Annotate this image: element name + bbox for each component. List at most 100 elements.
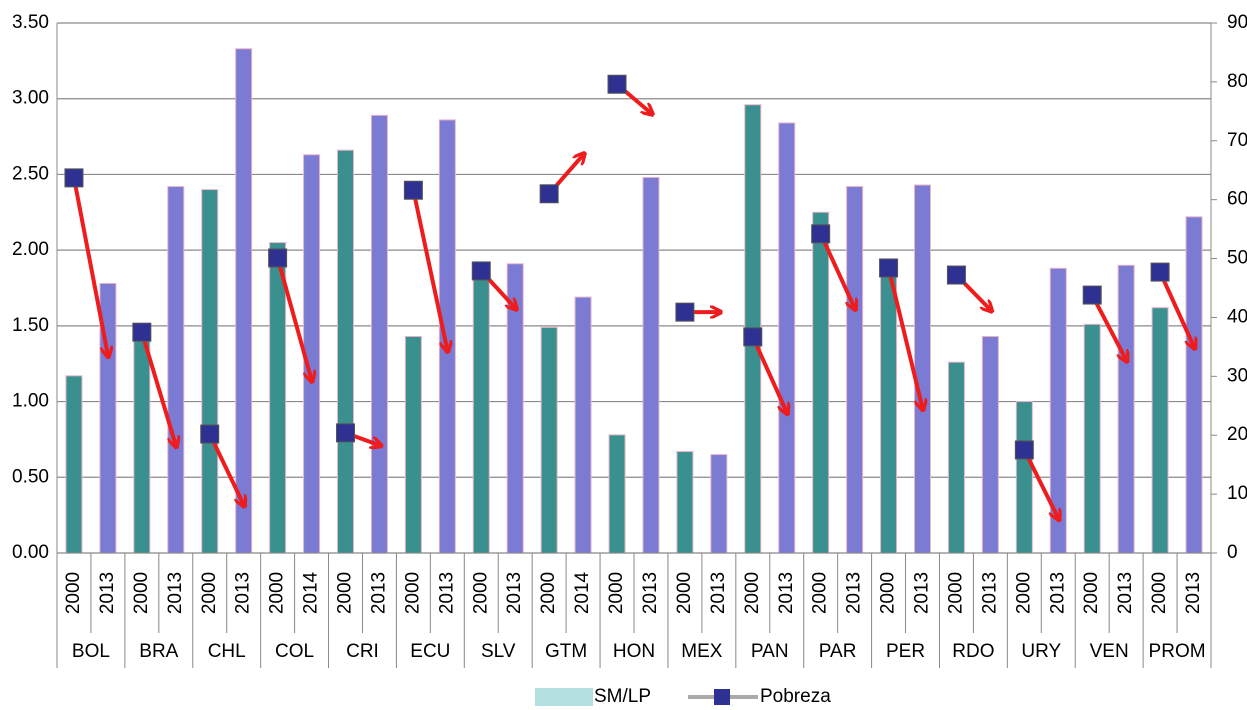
x-tick-label: 2000 <box>538 572 559 614</box>
poverty-marker <box>336 423 355 443</box>
group-label: URY <box>1021 641 1061 662</box>
bar <box>1015 401 1033 554</box>
x-tick-label: 2000 <box>199 572 220 614</box>
y-tick-label: 3.50 <box>12 12 49 33</box>
bar <box>438 119 456 554</box>
x-tick-label: 2000 <box>470 572 491 614</box>
bar <box>201 189 219 554</box>
x-tick-label: 2000 <box>63 572 84 614</box>
poverty-marker <box>1082 285 1102 305</box>
group-label: PER <box>886 641 925 662</box>
x-tick-label: 2000 <box>810 572 831 614</box>
x-tick-label: 2000 <box>742 572 763 614</box>
poverty-marker <box>743 327 763 347</box>
x-tick-label: 2000 <box>606 572 627 614</box>
poverty-marker <box>1150 262 1170 282</box>
bar <box>472 272 490 554</box>
poverty-marker <box>607 74 627 94</box>
bar <box>812 211 830 554</box>
x-tick-label: 2013 <box>1183 572 1204 614</box>
x-tick-label: 2013 <box>1047 572 1068 614</box>
x-tick-label: 2014 <box>301 571 322 614</box>
x-tick-label: 2000 <box>335 572 356 614</box>
y2-tick-label: 30 <box>1227 365 1247 386</box>
bar <box>1185 216 1203 554</box>
legend-swatch <box>535 688 593 706</box>
y-tick-label: 2.50 <box>12 163 49 184</box>
group-label: MEX <box>681 641 723 662</box>
x-tick-label: 2013 <box>165 572 186 614</box>
poverty-change-arrow <box>1022 449 1058 518</box>
poverty-change-arrow <box>72 177 108 355</box>
bar <box>65 375 83 554</box>
group-label: SLV <box>481 641 516 662</box>
group-label: BOL <box>72 641 110 662</box>
x-tick-label: 2013 <box>912 572 933 614</box>
bar <box>1151 307 1169 554</box>
bar <box>269 242 287 554</box>
poverty-marker <box>403 180 423 200</box>
x-tick-label: 2013 <box>1115 572 1136 614</box>
bar <box>1117 264 1135 554</box>
bar <box>676 451 694 554</box>
poverty-marker <box>132 322 152 342</box>
bar <box>574 296 592 554</box>
y2-tick-label: 60 <box>1227 189 1247 210</box>
x-tick-label: 2000 <box>267 572 288 614</box>
poverty-change-arrow <box>750 336 787 412</box>
y-tick-label: 0.00 <box>12 542 49 563</box>
bar <box>1083 323 1101 554</box>
bar <box>947 361 965 554</box>
poverty-marker <box>64 168 84 188</box>
x-tick-label: 2013 <box>504 572 525 614</box>
x-tick-label: 2000 <box>945 572 966 614</box>
x-tick-label: 2013 <box>233 572 254 614</box>
y2-tick-label: 90 <box>1227 12 1247 33</box>
poverty-change-arrow <box>886 267 923 408</box>
bar <box>981 335 999 554</box>
poverty-change-arrow <box>275 257 312 380</box>
x-tick-label: 2000 <box>674 572 695 614</box>
x-tick-label: 2000 <box>402 572 423 614</box>
x-tick-label: 2013 <box>436 572 457 614</box>
poverty-change-arrow <box>207 433 244 505</box>
bar <box>337 149 354 554</box>
poverty-change-arrow <box>411 189 447 350</box>
x-tick-label: 2000 <box>131 572 152 614</box>
x-tick-label: 2000 <box>1081 572 1102 614</box>
poverty-marker <box>879 258 899 278</box>
bar <box>608 434 626 554</box>
poverty-marker <box>200 424 220 444</box>
group-label: PAR <box>819 641 857 662</box>
y2-tick-label: 10 <box>1227 483 1247 504</box>
x-tick-label: 2000 <box>1013 572 1034 614</box>
y-tick-label: 3.00 <box>12 88 49 109</box>
bar <box>167 186 185 554</box>
group-label: VEN <box>1090 641 1129 662</box>
group-label: CHL <box>208 641 246 662</box>
bar <box>880 272 898 554</box>
bar <box>778 122 796 554</box>
bar <box>540 326 558 554</box>
legend-label: SM/LP <box>594 686 651 707</box>
legend-label: Pobreza <box>760 686 831 707</box>
poverty-marker <box>539 184 559 204</box>
bar <box>235 48 253 554</box>
x-tick-label: 2013 <box>708 572 729 614</box>
poverty-marker <box>811 224 831 244</box>
group-label: COL <box>275 641 314 662</box>
group-label: BRA <box>139 641 178 662</box>
x-tick-label: 2013 <box>368 572 389 614</box>
y-tick-label: 1.50 <box>12 315 49 336</box>
group-label: GTM <box>545 641 587 662</box>
group-label: PROM <box>1149 641 1206 662</box>
x-tick-label: 2014 <box>572 571 593 614</box>
poverty-change-arrow <box>1090 294 1126 360</box>
x-tick-label: 2000 <box>1149 572 1170 614</box>
x-tick-label: 2000 <box>878 572 899 614</box>
poverty-marker <box>471 261 491 281</box>
group-label: PAN <box>751 641 789 662</box>
poverty-change-arrow <box>818 232 855 308</box>
x-tick-label: 2013 <box>979 572 1000 614</box>
poverty-change-arrow <box>1158 271 1194 347</box>
